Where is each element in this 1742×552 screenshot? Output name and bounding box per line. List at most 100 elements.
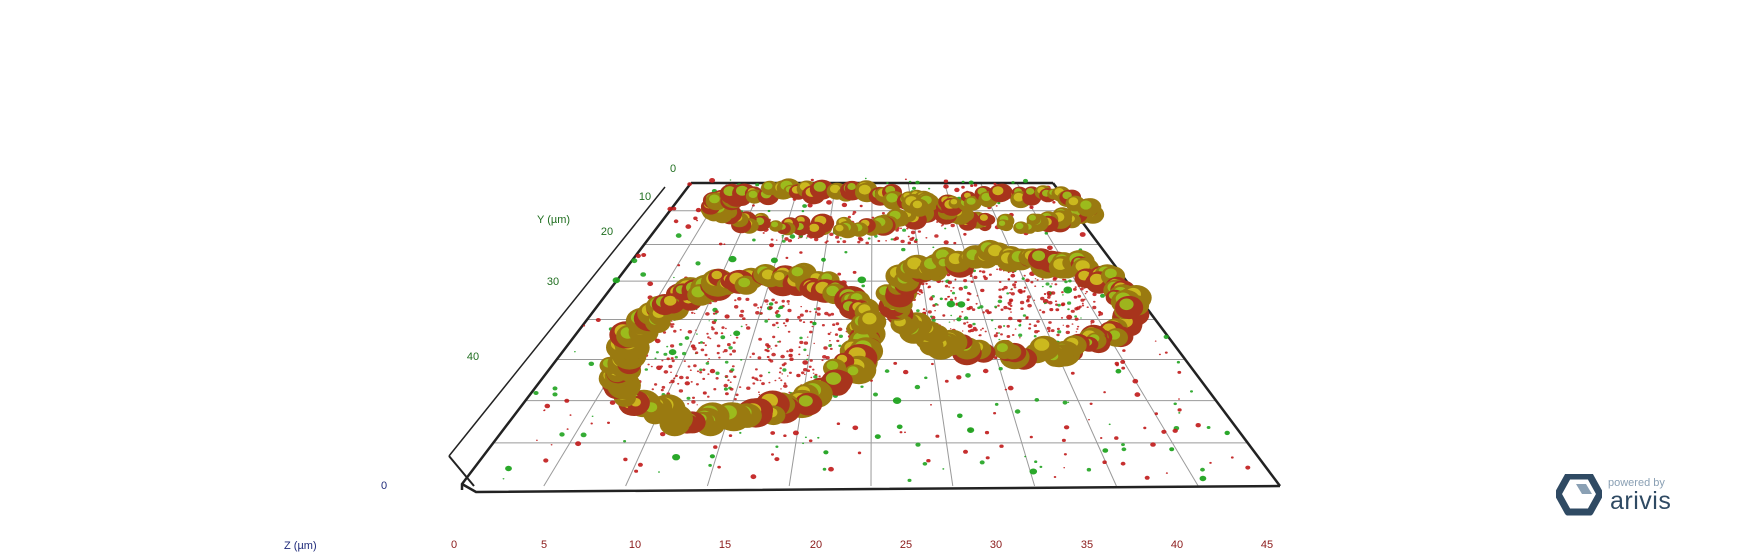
particle bbox=[702, 342, 705, 344]
particle bbox=[1042, 299, 1049, 304]
particle bbox=[781, 373, 784, 375]
particle bbox=[1003, 325, 1006, 327]
particle bbox=[1019, 290, 1023, 294]
particle bbox=[966, 321, 969, 324]
particle bbox=[818, 375, 821, 378]
particle bbox=[764, 319, 769, 323]
particle bbox=[707, 336, 710, 339]
particle bbox=[786, 350, 789, 353]
particle bbox=[699, 368, 703, 372]
particle bbox=[709, 454, 716, 459]
particle bbox=[566, 428, 569, 430]
particle bbox=[704, 353, 708, 357]
particle bbox=[1178, 412, 1181, 414]
particle bbox=[782, 322, 786, 325]
particle bbox=[766, 355, 770, 359]
ring-blob-highlight bbox=[979, 214, 988, 221]
particle bbox=[751, 352, 756, 356]
particle bbox=[950, 290, 953, 292]
particle bbox=[907, 241, 912, 245]
particle bbox=[961, 180, 965, 184]
particle bbox=[1049, 285, 1053, 288]
particle bbox=[729, 353, 733, 356]
particle bbox=[720, 332, 724, 335]
particle bbox=[752, 382, 756, 385]
particle bbox=[709, 178, 716, 183]
particle bbox=[852, 270, 857, 274]
particle bbox=[838, 344, 842, 347]
particle bbox=[1019, 323, 1022, 326]
particle bbox=[931, 318, 936, 322]
particle bbox=[734, 299, 737, 302]
particle bbox=[944, 379, 949, 383]
particle bbox=[1074, 315, 1077, 318]
particle bbox=[1006, 335, 1011, 338]
particle bbox=[812, 368, 815, 371]
particle bbox=[814, 237, 819, 242]
particle bbox=[796, 373, 801, 378]
particle bbox=[984, 430, 990, 435]
particle bbox=[921, 282, 925, 286]
particle bbox=[641, 253, 647, 257]
particle bbox=[1007, 385, 1014, 391]
particle bbox=[1176, 360, 1180, 364]
particle bbox=[939, 297, 943, 301]
particle bbox=[954, 187, 960, 193]
particle bbox=[1061, 302, 1066, 306]
particle bbox=[952, 286, 955, 289]
particle bbox=[1172, 428, 1178, 433]
arivis-logo-icon bbox=[1556, 474, 1602, 516]
particle bbox=[1074, 286, 1077, 288]
particle bbox=[684, 381, 690, 386]
particle bbox=[1121, 447, 1127, 452]
particle bbox=[907, 235, 910, 238]
particle bbox=[732, 341, 736, 344]
particle bbox=[915, 442, 921, 447]
particle bbox=[828, 466, 834, 472]
particle bbox=[860, 385, 864, 388]
particle bbox=[668, 364, 673, 369]
particle bbox=[1025, 299, 1030, 303]
particle bbox=[799, 340, 804, 345]
particle bbox=[685, 224, 692, 229]
particle bbox=[802, 321, 806, 324]
particle bbox=[1051, 283, 1053, 285]
ring-blob-highlight bbox=[1080, 200, 1092, 210]
particle bbox=[934, 303, 938, 306]
particle bbox=[691, 400, 696, 404]
particle bbox=[774, 379, 777, 382]
particle bbox=[759, 306, 763, 309]
particle bbox=[671, 323, 675, 326]
particle bbox=[552, 392, 558, 397]
ring-blob-highlight bbox=[1034, 338, 1050, 351]
particle bbox=[733, 330, 741, 337]
particle bbox=[811, 325, 814, 328]
particle bbox=[1080, 298, 1085, 302]
particle bbox=[885, 240, 887, 242]
particle bbox=[804, 373, 806, 376]
particle bbox=[705, 362, 710, 365]
particle bbox=[544, 403, 551, 409]
particle bbox=[920, 291, 924, 294]
particle bbox=[716, 351, 720, 355]
particle bbox=[777, 326, 780, 329]
particle bbox=[781, 235, 784, 237]
particle bbox=[841, 202, 848, 208]
particle bbox=[758, 337, 762, 341]
particle bbox=[822, 467, 827, 471]
particle bbox=[634, 469, 639, 473]
particle bbox=[767, 209, 771, 213]
particle bbox=[737, 297, 742, 301]
particle bbox=[734, 398, 737, 401]
particle bbox=[829, 347, 833, 350]
particle bbox=[746, 326, 751, 330]
particle bbox=[725, 376, 727, 379]
particle bbox=[753, 303, 758, 307]
particle bbox=[914, 384, 921, 390]
particle bbox=[670, 379, 675, 384]
particle bbox=[981, 327, 984, 330]
ring-blob-highlight bbox=[988, 244, 1003, 257]
y-axis-title: Y (µm) bbox=[537, 214, 571, 226]
particle bbox=[623, 440, 627, 443]
